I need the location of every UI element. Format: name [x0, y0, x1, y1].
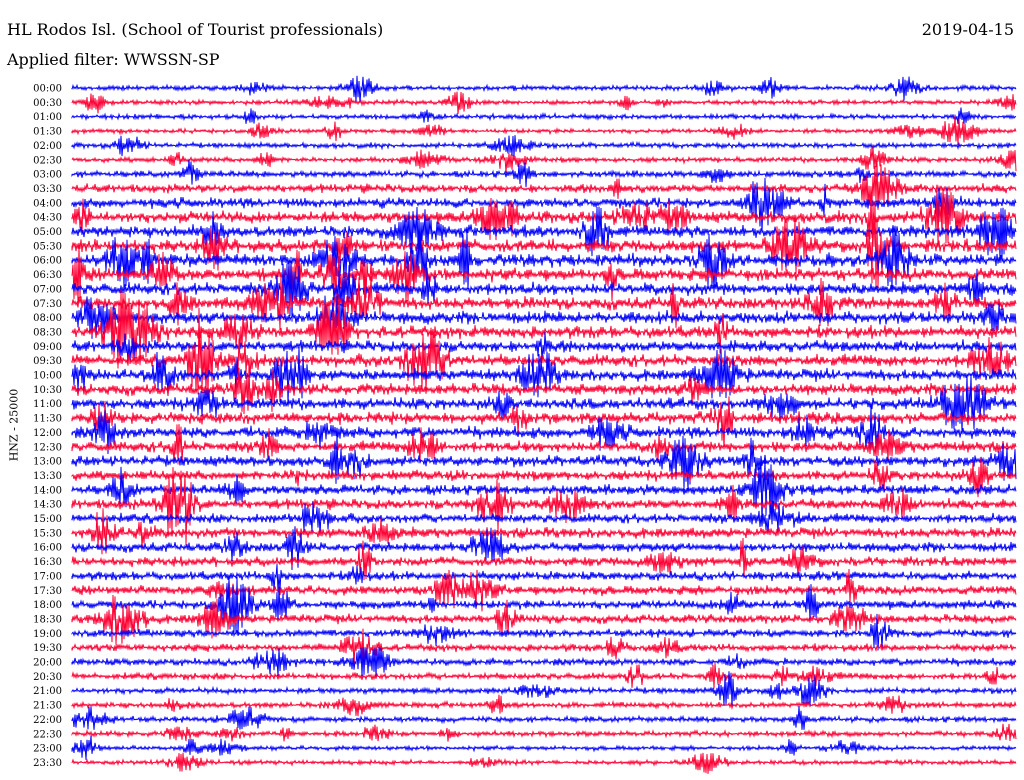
- row-time-label: 03:30: [33, 184, 62, 195]
- row-time-label: 14:00: [33, 485, 62, 496]
- row-time-label: 19:00: [33, 629, 62, 640]
- row-time-label: 11:30: [33, 414, 62, 425]
- row-time-label: 23:00: [33, 744, 62, 755]
- row-time-label: 00:00: [33, 84, 62, 95]
- seismic-trace-row: [71, 628, 1017, 669]
- row-time-label: 16:00: [33, 543, 62, 554]
- row-time-label: 02:30: [33, 155, 62, 166]
- row-time-label: 19:30: [33, 643, 62, 654]
- row-time-label: 08:30: [33, 327, 62, 338]
- seismic-trace-row: [71, 576, 1017, 634]
- filter-label: Applied filter: WWSSN-SP: [7, 50, 220, 69]
- row-time-label: 18:30: [33, 614, 62, 625]
- row-time-label: 22:00: [33, 715, 62, 726]
- row-time-label: 01:00: [33, 112, 62, 123]
- seismic-trace-row: [71, 537, 1017, 581]
- seismic-trace-row: [71, 332, 1017, 364]
- seismic-trace-row: [71, 289, 1017, 369]
- row-time-label: 05:00: [33, 227, 62, 238]
- row-time-label: 05:30: [33, 241, 62, 252]
- seismic-trace-row: [71, 201, 1017, 290]
- seismic-trace-row: [71, 91, 1017, 115]
- seismic-trace-row: [71, 307, 1017, 397]
- row-time-label: 15:30: [33, 528, 62, 539]
- seismic-trace-row: [71, 107, 1017, 125]
- seismic-trace-row: [71, 458, 1017, 527]
- row-time-label: 13:30: [33, 471, 62, 482]
- seismic-trace-row: [71, 159, 1017, 188]
- row-time-label: 12:30: [33, 442, 62, 453]
- seismic-trace-row: [71, 272, 1017, 330]
- row-time-label: 07:30: [33, 299, 62, 310]
- seismic-trace-row: [71, 206, 1017, 261]
- row-time-label: 21:30: [33, 701, 62, 712]
- seismic-trace-row: [71, 256, 1017, 322]
- seismic-trace-row: [71, 457, 1017, 498]
- row-time-label: 12:00: [33, 428, 62, 439]
- row-time-label: 22:30: [33, 729, 62, 740]
- seismic-trace-row: [71, 225, 1017, 293]
- row-time-label: 04:30: [33, 213, 62, 224]
- seismic-trace-row: [71, 752, 1017, 774]
- row-time-label: 11:00: [33, 399, 62, 410]
- row-time-label: 23:30: [33, 758, 62, 769]
- seismic-trace-row: [71, 500, 1017, 537]
- seismic-trace-row: [71, 374, 1017, 433]
- seismic-trace-row: [71, 146, 1017, 173]
- row-time-label: 00:30: [33, 98, 62, 109]
- seismic-trace-row: [71, 75, 1017, 104]
- seismic-trace-row: [71, 564, 1017, 593]
- seismic-trace-row: [71, 396, 1017, 450]
- row-time-label: 03:00: [33, 170, 62, 181]
- row-time-label: 13:00: [33, 457, 62, 468]
- seismic-trace-row: [71, 662, 1017, 689]
- row-time-label: 02:00: [33, 141, 62, 152]
- row-time-label: 20:30: [33, 672, 62, 683]
- seismic-trace-row: [71, 526, 1017, 571]
- seismic-trace-row: [71, 135, 1017, 157]
- row-time-label: 17:00: [33, 571, 62, 582]
- row-time-label: 01:30: [33, 127, 62, 138]
- seismic-trace-row: [71, 295, 1017, 340]
- row-time-label: 09:00: [33, 342, 62, 353]
- seismic-trace-row: [71, 508, 1017, 555]
- seismic-trace-row: [71, 347, 1017, 406]
- row-time-label: 10:00: [33, 371, 62, 382]
- seismic-trace-row: [71, 671, 1017, 708]
- seismic-trace-row: [71, 647, 1017, 677]
- row-time-label: 17:30: [33, 586, 62, 597]
- row-time-label: 15:00: [33, 514, 62, 525]
- seismic-trace-row: [71, 431, 1017, 491]
- row-time-label: 10:30: [33, 385, 62, 396]
- seismic-trace-row: [71, 723, 1017, 742]
- row-time-label: 20:00: [33, 658, 62, 669]
- row-time-label: 18:00: [33, 600, 62, 611]
- seismic-trace-row: [71, 187, 1017, 246]
- seismic-trace-row: [71, 160, 1017, 210]
- seismic-trace-row: [71, 706, 1017, 730]
- row-time-label: 09:30: [33, 356, 62, 367]
- seismic-trace-row: [71, 594, 1017, 645]
- row-time-label: 07:00: [33, 284, 62, 295]
- seismic-trace-row: [71, 424, 1017, 465]
- seismic-trace-row: [71, 403, 1017, 455]
- row-time-label: 08:00: [33, 313, 62, 324]
- row-time-label: 14:30: [33, 500, 62, 511]
- seismic-trace-row: [71, 116, 1017, 145]
- seismic-trace-row: [71, 613, 1017, 651]
- seismic-trace-row: [71, 735, 1017, 760]
- row-time-label: 06:30: [33, 270, 62, 281]
- row-time-label: 04:00: [33, 198, 62, 209]
- seismic-trace-row: [71, 364, 1017, 415]
- row-time-label: 16:30: [33, 557, 62, 568]
- row-time-label: 06:00: [33, 256, 62, 267]
- seismic-trace-row: [71, 694, 1017, 717]
- station-title: HL Rodos Isl. (School of Tourist profess…: [7, 20, 384, 39]
- seismic-trace-row: [71, 177, 1017, 234]
- seismic-trace-row: [71, 467, 1017, 546]
- row-time-label: 21:00: [33, 686, 62, 697]
- seismic-trace-row: [71, 245, 1017, 312]
- record-date: 2019-04-15: [921, 20, 1014, 39]
